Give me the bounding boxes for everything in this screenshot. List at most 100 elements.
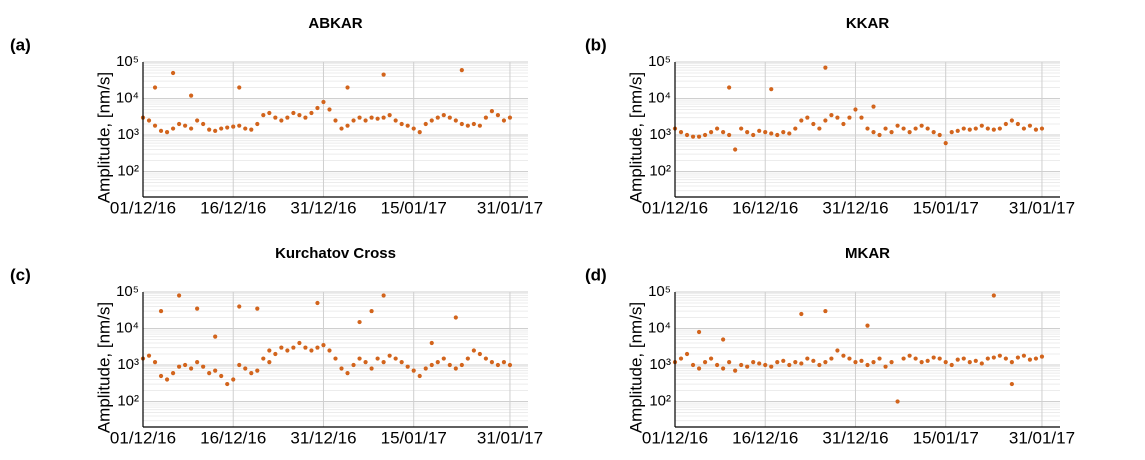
data-point [835, 348, 840, 353]
data-point [381, 293, 386, 298]
y-tick-label: 10³ [649, 356, 671, 373]
data-point [170, 70, 176, 76]
data-point [339, 126, 344, 131]
data-point [769, 131, 774, 136]
data-point [213, 128, 218, 133]
data-point [805, 115, 810, 120]
data-point [315, 300, 320, 306]
data-point [375, 116, 380, 121]
data-point [793, 360, 798, 365]
y-tick-label: 10⁴ [116, 319, 139, 336]
data-point [176, 121, 182, 127]
data-point [459, 67, 464, 73]
data-point [483, 356, 488, 361]
x-tick-label: 01/12/16 [642, 428, 708, 447]
y-tick-label: 10⁵ [116, 53, 139, 70]
panel-label: (c) [10, 265, 31, 284]
data-point [721, 337, 726, 342]
data-point [369, 115, 374, 120]
data-point [164, 377, 170, 382]
x-tick-label: 31/12/16 [290, 198, 356, 217]
x-tick-label: 01/12/16 [642, 198, 708, 217]
data-point [823, 360, 828, 365]
data-point [207, 127, 212, 132]
data-point [907, 130, 912, 135]
data-point [471, 121, 476, 127]
data-point [357, 319, 362, 325]
data-point [303, 345, 308, 350]
data-point [291, 345, 296, 350]
data-point [195, 118, 200, 123]
data-point [201, 121, 206, 127]
data-point [1003, 356, 1008, 361]
data-point [381, 115, 386, 120]
data-point [871, 130, 876, 135]
data-point [955, 128, 960, 133]
data-point [483, 115, 488, 120]
data-point [859, 358, 864, 363]
data-point [417, 130, 422, 135]
data-point [345, 123, 350, 128]
data-point [763, 130, 768, 135]
data-point [1021, 353, 1027, 358]
data-point [877, 356, 882, 361]
data-point [321, 343, 326, 348]
y-tick-label: 10³ [117, 356, 139, 373]
data-point [967, 127, 972, 132]
data-point [495, 362, 501, 368]
data-point [1027, 123, 1033, 128]
data-point [315, 345, 320, 350]
data-point [405, 123, 410, 128]
x-tick-label: 01/12/16 [110, 428, 176, 447]
plot-area [675, 292, 1060, 427]
data-point [399, 121, 404, 127]
data-point [1015, 121, 1020, 127]
data-point [447, 362, 452, 368]
x-tick-label: 31/12/16 [822, 198, 888, 217]
data-point [871, 104, 876, 109]
data-point [853, 107, 858, 112]
data-point [967, 360, 972, 365]
data-point [158, 373, 164, 379]
data-point [865, 362, 870, 368]
data-point [207, 370, 212, 376]
data-point [787, 362, 792, 368]
x-tick-label: 31/01/17 [477, 198, 543, 217]
data-point [507, 115, 513, 120]
data-point [829, 113, 834, 118]
data-point [477, 351, 482, 357]
data-point [781, 358, 786, 363]
data-point [453, 118, 458, 123]
data-point [164, 130, 170, 135]
data-point [429, 362, 434, 368]
data-point [721, 130, 726, 135]
data-point [793, 126, 798, 131]
data-point [423, 366, 428, 371]
data-point [751, 132, 756, 138]
data-point [471, 348, 476, 353]
data-point [931, 355, 936, 360]
data-point [757, 361, 762, 366]
y-tick-label: 10³ [649, 126, 671, 143]
data-point [195, 360, 200, 365]
data-point [979, 123, 984, 128]
data-point [333, 356, 338, 361]
data-point [261, 356, 266, 361]
data-point [733, 147, 738, 152]
data-point [447, 115, 452, 120]
panel-label: (a) [10, 35, 31, 54]
data-point [345, 85, 350, 90]
data-point [715, 362, 720, 368]
data-point [937, 356, 942, 361]
data-point [345, 370, 350, 376]
chart-title: KKAR [846, 15, 889, 32]
chart-title: Kurchatov Cross [275, 245, 396, 262]
data-point [985, 126, 990, 131]
data-point [459, 121, 464, 127]
data-point [158, 128, 164, 133]
data-point [895, 123, 900, 128]
data-point [727, 132, 732, 138]
data-point [769, 87, 774, 92]
data-point [684, 132, 690, 138]
